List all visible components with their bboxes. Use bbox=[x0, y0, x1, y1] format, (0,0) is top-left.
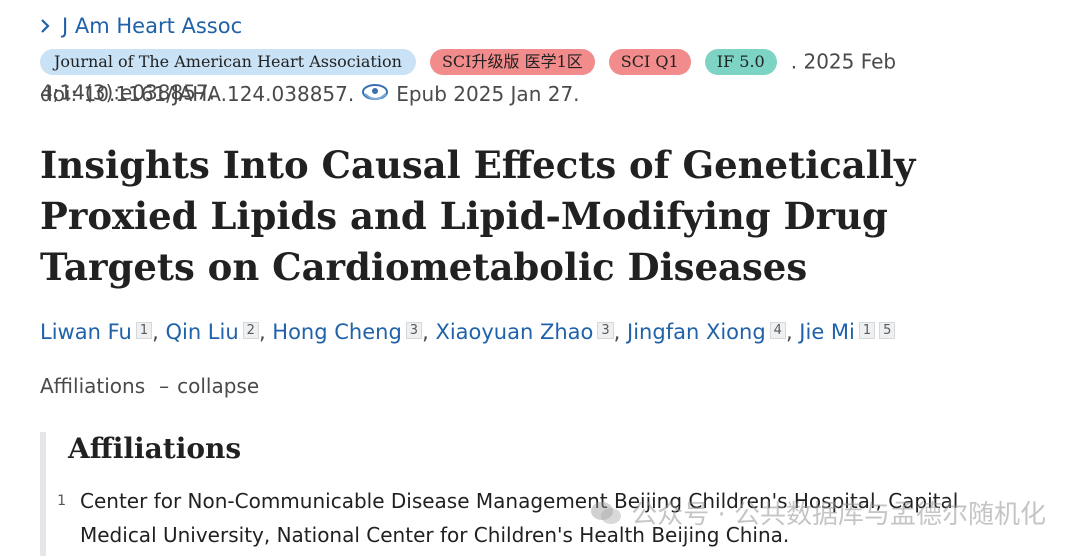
author-separator: , bbox=[613, 320, 628, 344]
author-separator: , bbox=[422, 320, 436, 344]
affiliation-ref[interactable]: 1 bbox=[858, 322, 876, 339]
affiliation-text: Center for Non-Communicable Disease Mana… bbox=[80, 489, 959, 547]
doi-text[interactable]: doi: 10.1161/JAHA.124.038857. bbox=[40, 82, 355, 106]
toggle-dash: – bbox=[159, 374, 170, 398]
affiliations-toggle-label: Affiliations bbox=[40, 374, 146, 398]
author-list: Liwan Fu 1, Qin Liu 2, Hong Cheng 3, Xiaoyu… bbox=[40, 320, 896, 344]
citation-date-issue: . 2025 Feb 4;14(3):e038857. bbox=[40, 49, 897, 105]
affiliation-ref[interactable]: 4 bbox=[769, 322, 786, 339]
author-link[interactable]: Jingfan Xiong bbox=[627, 320, 766, 344]
epub-icon bbox=[362, 84, 389, 101]
sci-level-badge: SCI升级版 医学1区 bbox=[429, 48, 595, 75]
affiliation-ref[interactable]: 2 bbox=[242, 322, 259, 339]
article-title: Insights Into Causal Effects of Genetica… bbox=[40, 143, 916, 289]
watermark: 公众号 · 公共数据库与孟德尔随机化 bbox=[589, 494, 1046, 531]
author-link[interactable]: Jie Mi bbox=[799, 320, 855, 344]
sci-quartile-badge: SCI Q1 bbox=[608, 48, 691, 75]
affiliation-item: 1 Center for Non-Communicable Disease Ma… bbox=[57, 484, 1000, 552]
affiliations-panel: Affiliations 1 Center for Non-Communicab… bbox=[40, 432, 1056, 556]
affiliation-number: 1 bbox=[57, 493, 66, 509]
journal-link-label: J Am Heart Assoc bbox=[62, 14, 243, 38]
collapse-link[interactable]: collapse bbox=[177, 374, 260, 398]
doi-line: doi: 10.1161/JAHA.124.038857. Epub 2025 … bbox=[40, 82, 580, 106]
affiliation-ref[interactable]: 1 bbox=[135, 322, 153, 339]
wechat-icon bbox=[591, 501, 622, 524]
impact-factor-badge: IF 5.0 bbox=[704, 48, 777, 75]
watermark-text: 公众号 · 公共数据库与孟德尔随机化 bbox=[631, 500, 1046, 530]
journal-badge[interactable]: Journal of The American Heart Associatio… bbox=[40, 48, 416, 75]
author-link[interactable]: Hong Cheng bbox=[272, 320, 402, 344]
affiliations-heading: Affiliations bbox=[68, 432, 242, 465]
author-link[interactable]: Liwan Fu bbox=[40, 320, 132, 344]
citation-badges-row: Journal of The American Heart Associatio… bbox=[40, 46, 1050, 107]
author-link[interactable]: Qin Liu bbox=[165, 320, 239, 344]
chevron-right-icon bbox=[41, 19, 50, 33]
author-separator: , bbox=[785, 320, 800, 344]
author-link[interactable]: Xiaoyuan Zhao bbox=[435, 320, 594, 344]
author-separator: , bbox=[152, 320, 166, 344]
epub-date: Epub 2025 Jan 27. bbox=[396, 82, 580, 106]
author-separator: , bbox=[258, 320, 273, 344]
affiliation-ref[interactable]: 3 bbox=[597, 322, 614, 339]
affiliation-ref[interactable]: 5 bbox=[879, 322, 896, 339]
affiliation-ref[interactable]: 3 bbox=[405, 322, 423, 339]
journal-link[interactable]: J Am Heart Assoc bbox=[40, 14, 242, 38]
affiliations-toggle[interactable]: Affiliations – collapse bbox=[40, 374, 259, 398]
